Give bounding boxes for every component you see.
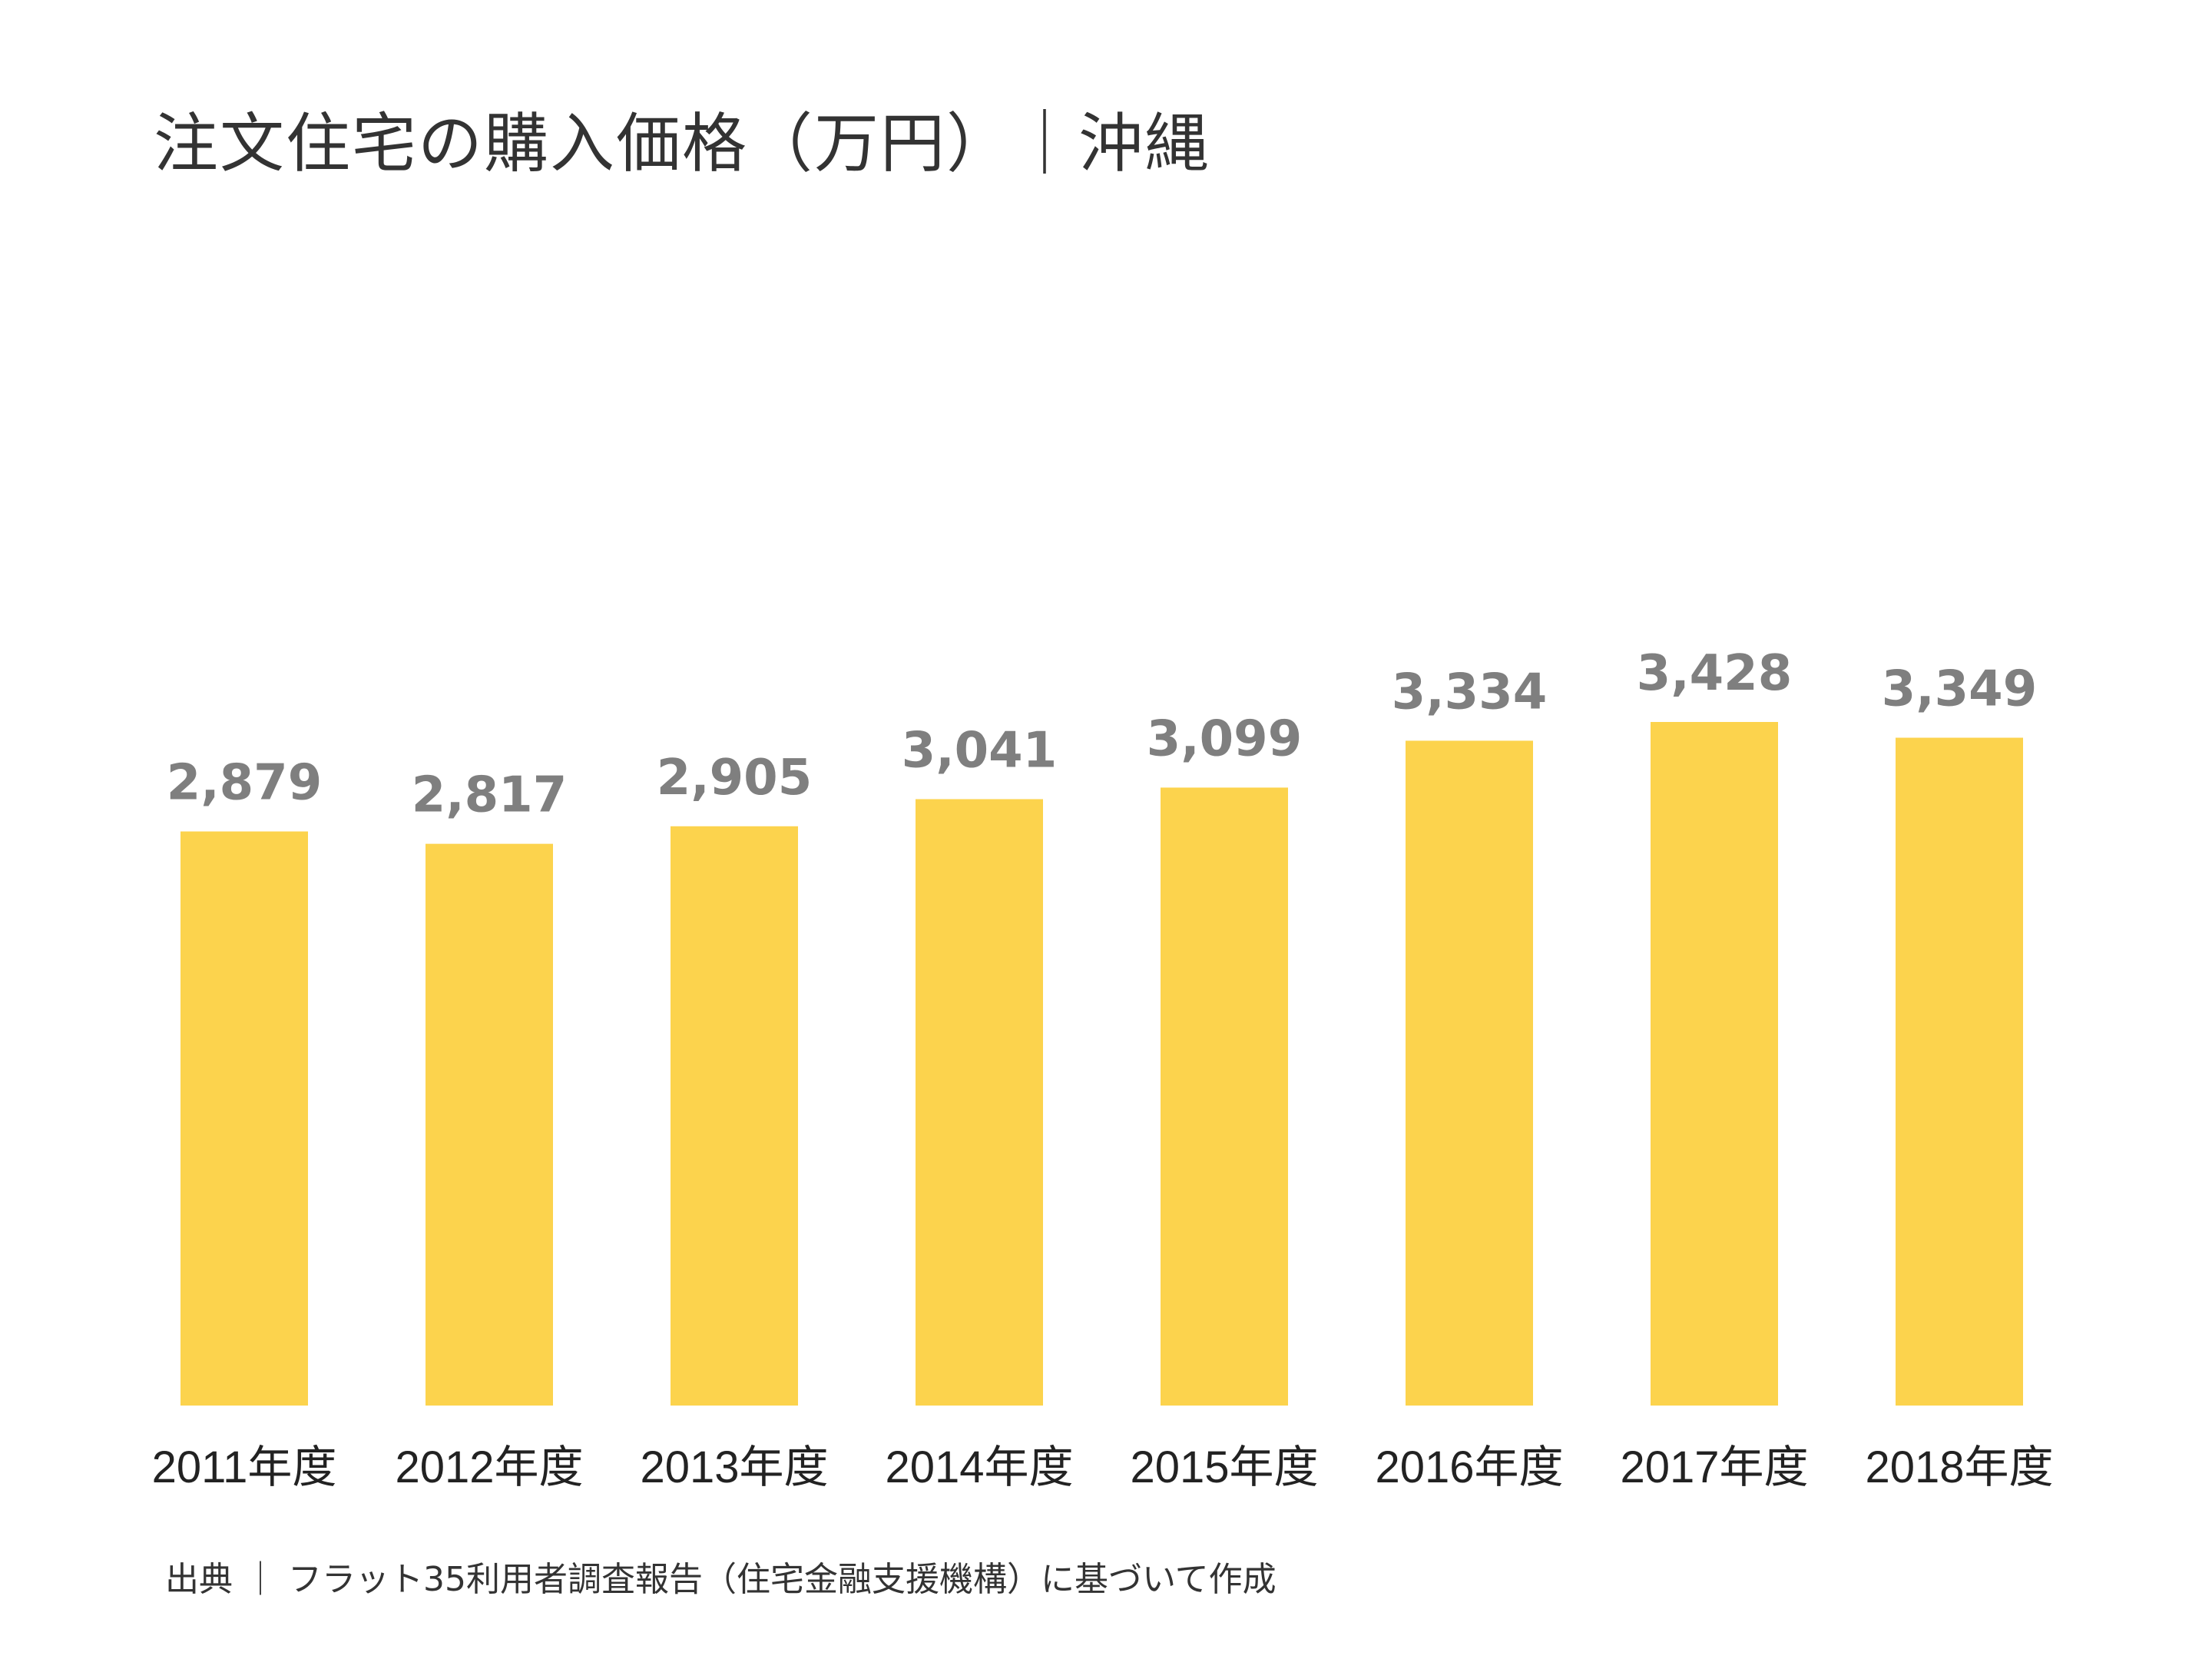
bar-2012年度 (426, 843, 553, 1406)
category-label: 2017年度 (1620, 1442, 1808, 1492)
bar-value-label: 2,817 (412, 767, 567, 824)
bar-2018年度 (1896, 737, 2023, 1406)
bar-2011年度 (180, 831, 308, 1406)
bar-value-label: 2,905 (657, 750, 812, 806)
category-label: 2011年度 (152, 1442, 337, 1492)
source-note: 出典 ｜ フラット35利用者調査報告（住宅金融支援機構）に基づいて作成 (165, 1560, 1277, 1599)
bar-value-label: 3,334 (1392, 664, 1547, 720)
bar-value-label: 3,041 (902, 722, 1057, 779)
category-label: 2015年度 (1130, 1442, 1318, 1492)
bar-2014年度 (916, 799, 1043, 1406)
bar-2017年度 (1651, 722, 1778, 1406)
bar-value-label: 3,428 (1637, 645, 1792, 702)
chart-title: 注文住宅の購入価格（万円）｜沖縄 (154, 106, 1211, 181)
bar-value-label: 3,349 (1882, 661, 2037, 718)
bar-value-label: 2,879 (167, 755, 322, 812)
bar-2015年度 (1161, 787, 1288, 1406)
bar-value-label: 3,099 (1147, 710, 1302, 767)
bar-2013年度 (671, 826, 798, 1406)
category-label: 2014年度 (885, 1442, 1073, 1492)
category-label: 2013年度 (640, 1442, 828, 1492)
bar-2016年度 (1406, 740, 1533, 1406)
category-label: 2016年度 (1375, 1442, 1563, 1492)
category-label: 2012年度 (395, 1442, 583, 1492)
category-label: 2018年度 (1865, 1442, 2053, 1492)
